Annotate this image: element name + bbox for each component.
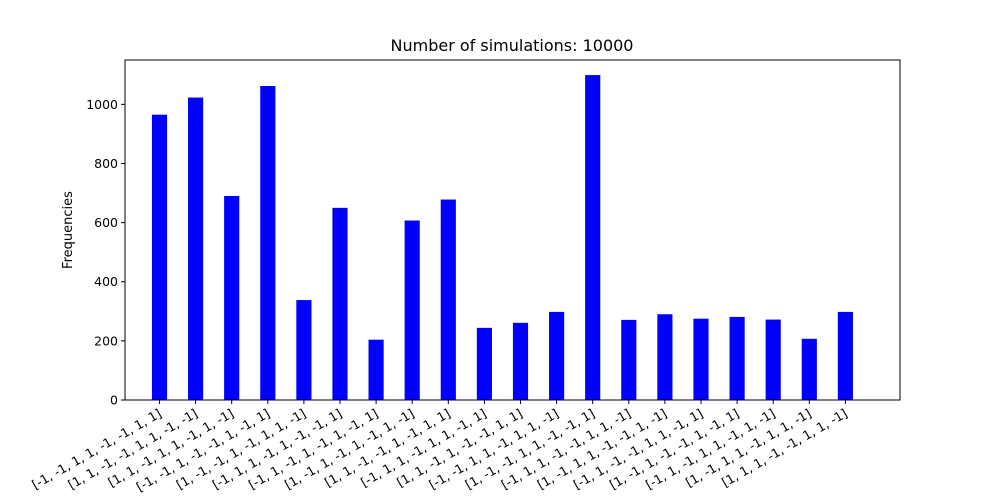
bar xyxy=(224,196,240,400)
bar xyxy=(404,220,420,400)
bar xyxy=(837,311,853,400)
bar xyxy=(332,207,348,400)
x-ticks-group: [-1, -1, 1, 1, -1, -1, 1, 1][1, 1, -1, -… xyxy=(29,400,850,494)
y-tick-label: 800 xyxy=(94,156,118,171)
bar xyxy=(296,300,312,400)
bar xyxy=(476,327,492,400)
chart-title: Number of simulations: 10000 xyxy=(391,36,634,55)
bar xyxy=(151,114,168,400)
bar xyxy=(260,86,276,401)
y-tick-label: 200 xyxy=(94,333,118,348)
bar xyxy=(621,319,637,400)
bar xyxy=(765,319,781,400)
bar xyxy=(585,75,601,400)
bar xyxy=(512,322,529,400)
bar xyxy=(549,311,565,400)
y-tick-label: 400 xyxy=(94,274,118,289)
y-tick-label: 0 xyxy=(110,393,118,408)
y-ticks-group: 0 200 400 600 800 1000 xyxy=(86,97,125,408)
y-tick-label: 600 xyxy=(94,215,118,230)
bar xyxy=(657,314,673,400)
bar xyxy=(440,199,456,400)
bar xyxy=(801,338,817,400)
y-axis-label: Frequencies xyxy=(61,191,76,269)
bar xyxy=(188,97,204,401)
y-tick-label: 1000 xyxy=(86,97,118,112)
plot-frame xyxy=(124,59,901,401)
bar xyxy=(368,339,384,400)
bar xyxy=(693,318,709,400)
bar xyxy=(729,316,745,400)
bars-group xyxy=(151,75,853,401)
